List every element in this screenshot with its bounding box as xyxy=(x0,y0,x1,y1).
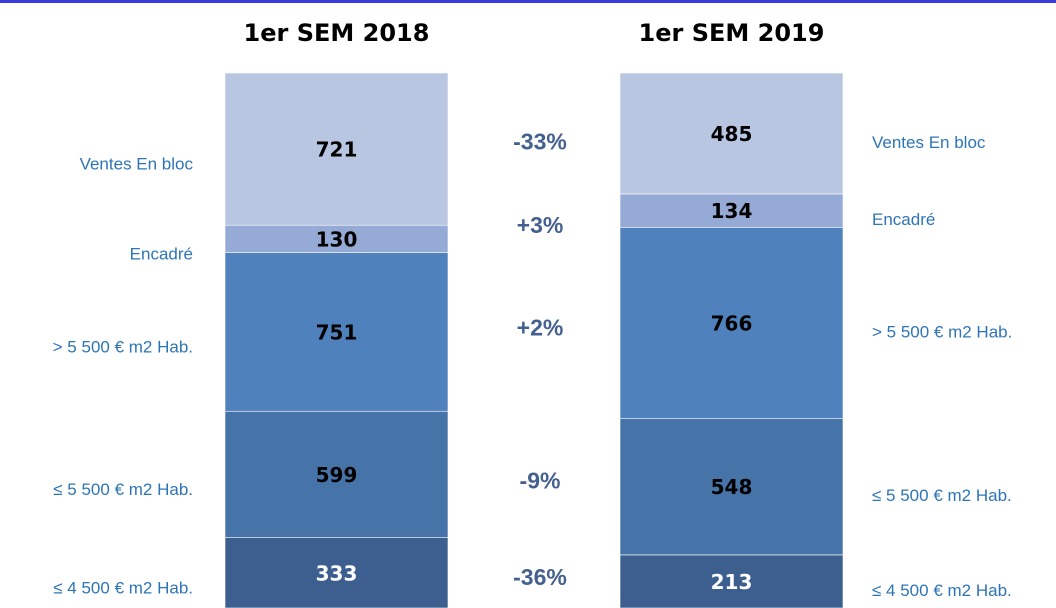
value-label: 130 xyxy=(316,227,358,251)
value-label: 213 xyxy=(711,570,753,594)
legend-label: ≤ 4 500 € m2 Hab. xyxy=(872,581,1012,600)
value-label: 134 xyxy=(711,199,753,223)
value-label: 485 xyxy=(711,122,753,146)
top-rule xyxy=(0,0,1056,3)
legend-label: ≤ 4 500 € m2 Hab. xyxy=(53,578,193,597)
bar-segment xyxy=(619,72,844,195)
bar-segment xyxy=(224,537,449,608)
bar-segment xyxy=(224,410,449,538)
legend-label: Ventes En bloc xyxy=(872,133,986,152)
legend-label: > 5 500 € m2 Hab. xyxy=(872,322,1012,341)
bar-segment xyxy=(224,72,449,226)
change-label: +2% xyxy=(517,314,564,340)
category-label: 1er SEM 2018 xyxy=(244,19,430,47)
bar-segment xyxy=(619,193,844,228)
value-label: 333 xyxy=(316,561,358,585)
category-label: 1er SEM 2019 xyxy=(639,19,825,47)
value-label: 751 xyxy=(316,320,358,344)
change-label: -36% xyxy=(513,564,567,590)
bar-segment xyxy=(619,554,844,608)
bar-segment xyxy=(619,227,844,419)
legend-label: Ventes En bloc xyxy=(80,155,194,174)
value-label: 599 xyxy=(316,463,358,487)
change-label: -9% xyxy=(520,468,561,494)
legend-label: ≤ 5 500 € m2 Hab. xyxy=(872,486,1012,505)
value-label: 766 xyxy=(711,311,753,335)
legend-label: > 5 500 € m2 Hab. xyxy=(53,337,193,356)
change-label: +3% xyxy=(517,212,564,238)
bar-segment xyxy=(619,417,844,556)
legend-label: ≤ 5 500 € m2 Hab. xyxy=(53,480,193,499)
change-label: -33% xyxy=(513,128,567,154)
value-label: 548 xyxy=(711,475,753,499)
bar-segment xyxy=(224,224,449,253)
value-label: 721 xyxy=(316,138,358,162)
legend-label: Encadré xyxy=(872,210,935,229)
legend-label: Encadré xyxy=(130,244,193,263)
